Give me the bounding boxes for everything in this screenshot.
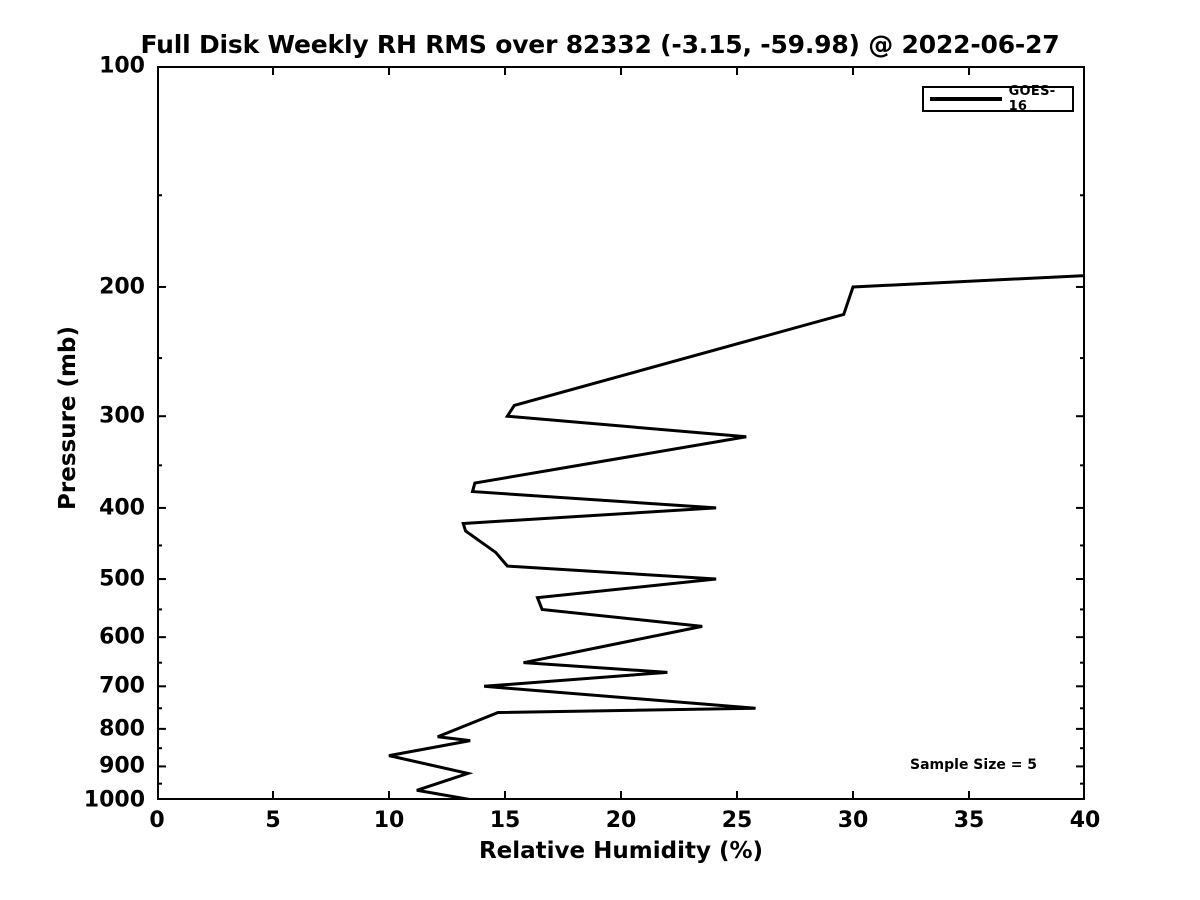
y-tick-label: 500 (99, 566, 145, 592)
y-tick-label: 100 (99, 53, 145, 79)
data-line-goes-16 (388, 274, 1085, 800)
y-tick-label: 1000 (83, 787, 145, 813)
legend-label-goes-16: GOES-16 (1008, 84, 1056, 114)
page-title: Full Disk Weekly RH RMS over 82332 (-3.1… (140, 30, 1060, 59)
y-tick-label: 700 (99, 673, 145, 699)
x-tick-label: 40 (1069, 808, 1101, 833)
x-tick-label: 25 (721, 808, 753, 833)
sample-size-annotation: Sample Size = 5 (910, 757, 1038, 773)
x-tick-label: 0 (149, 808, 165, 833)
x-tick-label: 30 (837, 808, 869, 833)
y-tick-label: 200 (99, 274, 145, 300)
y-tick-label: 300 (99, 403, 145, 429)
x-tick-label: 35 (953, 808, 985, 833)
x-tick-label: 10 (373, 808, 405, 833)
y-tick-label: 800 (99, 716, 145, 742)
y-tick-label: 900 (99, 753, 145, 779)
legend-line-icon (930, 97, 1002, 101)
y-tick-label: 600 (99, 624, 145, 650)
plot-area (157, 66, 1085, 800)
axis-ticks (157, 66, 1085, 800)
x-tick-label: 15 (489, 808, 521, 833)
legend-box: GOES-16 (922, 84, 1074, 114)
x-axis-label: Relative Humidity (%) (478, 838, 764, 864)
x-tick-label: 5 (265, 808, 281, 833)
y-tick-label: 400 (99, 495, 145, 521)
x-tick-label: 20 (605, 808, 637, 833)
